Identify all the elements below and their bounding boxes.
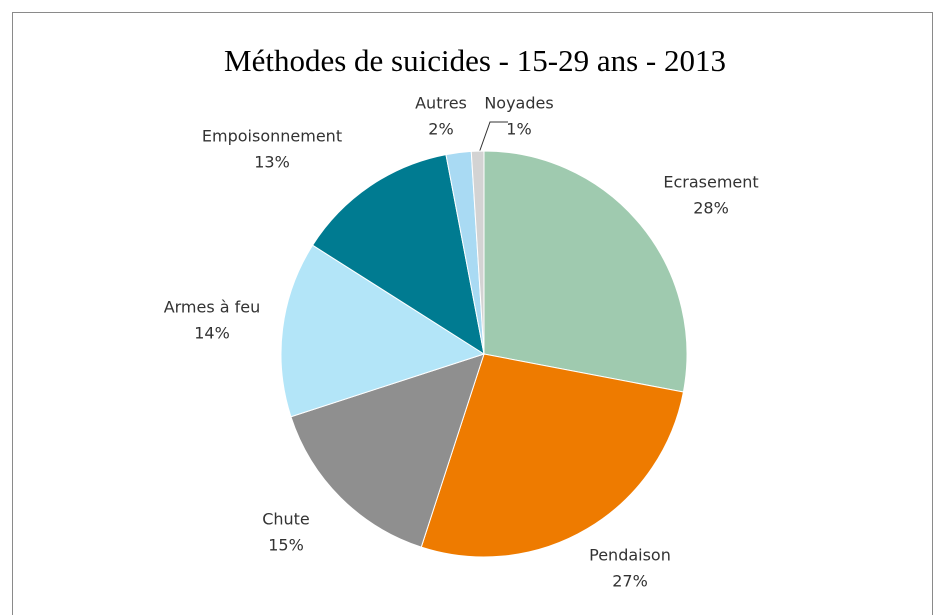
pie-slice [470, 150, 485, 355]
slice-label: Autres [415, 94, 467, 113]
slice-label: Pendaison [589, 546, 671, 565]
pie-slice [311, 154, 485, 356]
slice-value: 15% [268, 536, 304, 555]
chart-title: Méthodes de suicides - 15-29 ans - 2013 [224, 43, 726, 78]
pie-slice [420, 353, 684, 558]
pie-slice [483, 150, 688, 393]
slice-label: Noyades [484, 94, 553, 113]
slice-value: 28% [693, 199, 729, 218]
slice-value: 13% [254, 153, 290, 172]
slice-value: 27% [612, 572, 648, 591]
slice-label: Chute [262, 510, 310, 529]
leader-line [478, 121, 508, 154]
slice-label: Armes à feu [164, 298, 261, 317]
slice-value: 1% [506, 120, 531, 139]
slice-value: 2% [428, 120, 453, 139]
slice-label: Empoisonnement [202, 127, 342, 146]
slice-value: 14% [194, 324, 230, 343]
slice-label: Ecrasement [663, 173, 758, 192]
pie-slice [280, 244, 486, 418]
pie-slice [290, 353, 485, 548]
